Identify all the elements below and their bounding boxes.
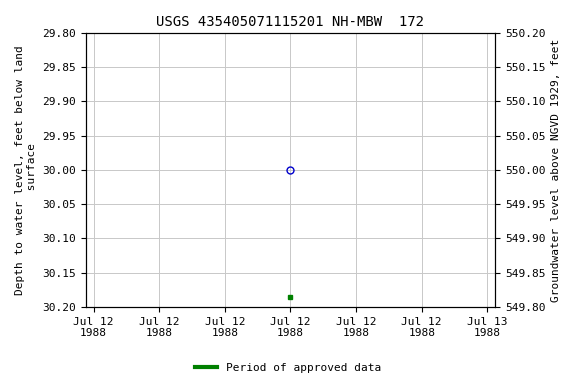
Y-axis label: Depth to water level, feet below land
 surface: Depth to water level, feet below land su… <box>15 45 37 295</box>
Legend: Period of approved data: Period of approved data <box>191 359 385 378</box>
Title: USGS 435405071115201 NH-MBW  172: USGS 435405071115201 NH-MBW 172 <box>157 15 425 29</box>
Y-axis label: Groundwater level above NGVD 1929, feet: Groundwater level above NGVD 1929, feet <box>551 38 561 301</box>
